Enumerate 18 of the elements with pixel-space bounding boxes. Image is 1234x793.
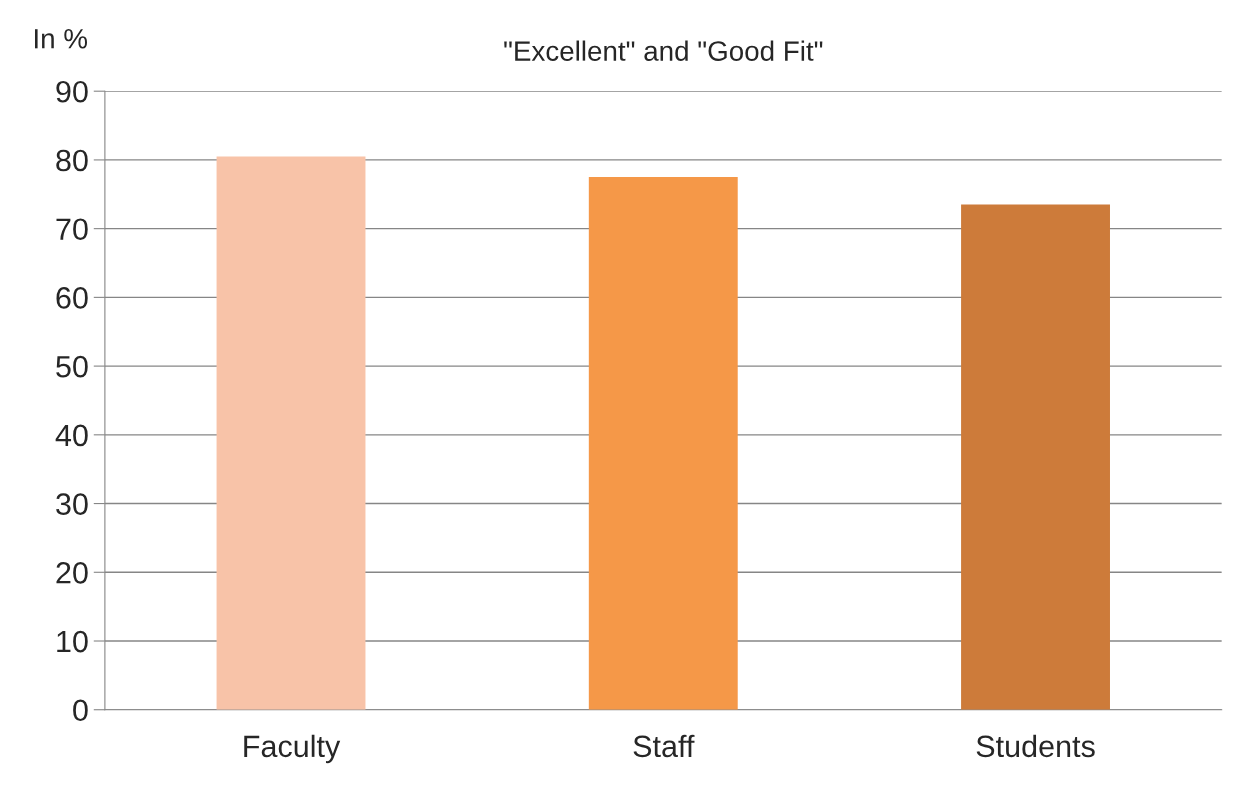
x-tick-label: Staff [633, 734, 695, 758]
y-tick-label: 40 [55, 424, 88, 447]
x-tick-label: Students [976, 734, 1095, 758]
y-tick-label: 60 [56, 287, 88, 309]
y-tick-label: 30 [56, 493, 88, 515]
y-tick-label: 70 [56, 218, 88, 241]
bar [588, 177, 738, 710]
chart-title: "Excellent" and "Good Fit" [504, 40, 823, 61]
bar [961, 204, 1110, 710]
bar [216, 156, 366, 710]
y-axis-title: In % [34, 29, 88, 49]
y-tick-label: 10 [57, 630, 88, 653]
y-tick-label: 20 [56, 562, 88, 584]
y-tick-label: 50 [56, 355, 88, 378]
y-tick-label: 0 [73, 699, 88, 722]
x-tick-label: Faculty [244, 734, 341, 764]
y-tick-label: 90 [56, 80, 88, 103]
y-tick-label: 80 [56, 149, 88, 172]
